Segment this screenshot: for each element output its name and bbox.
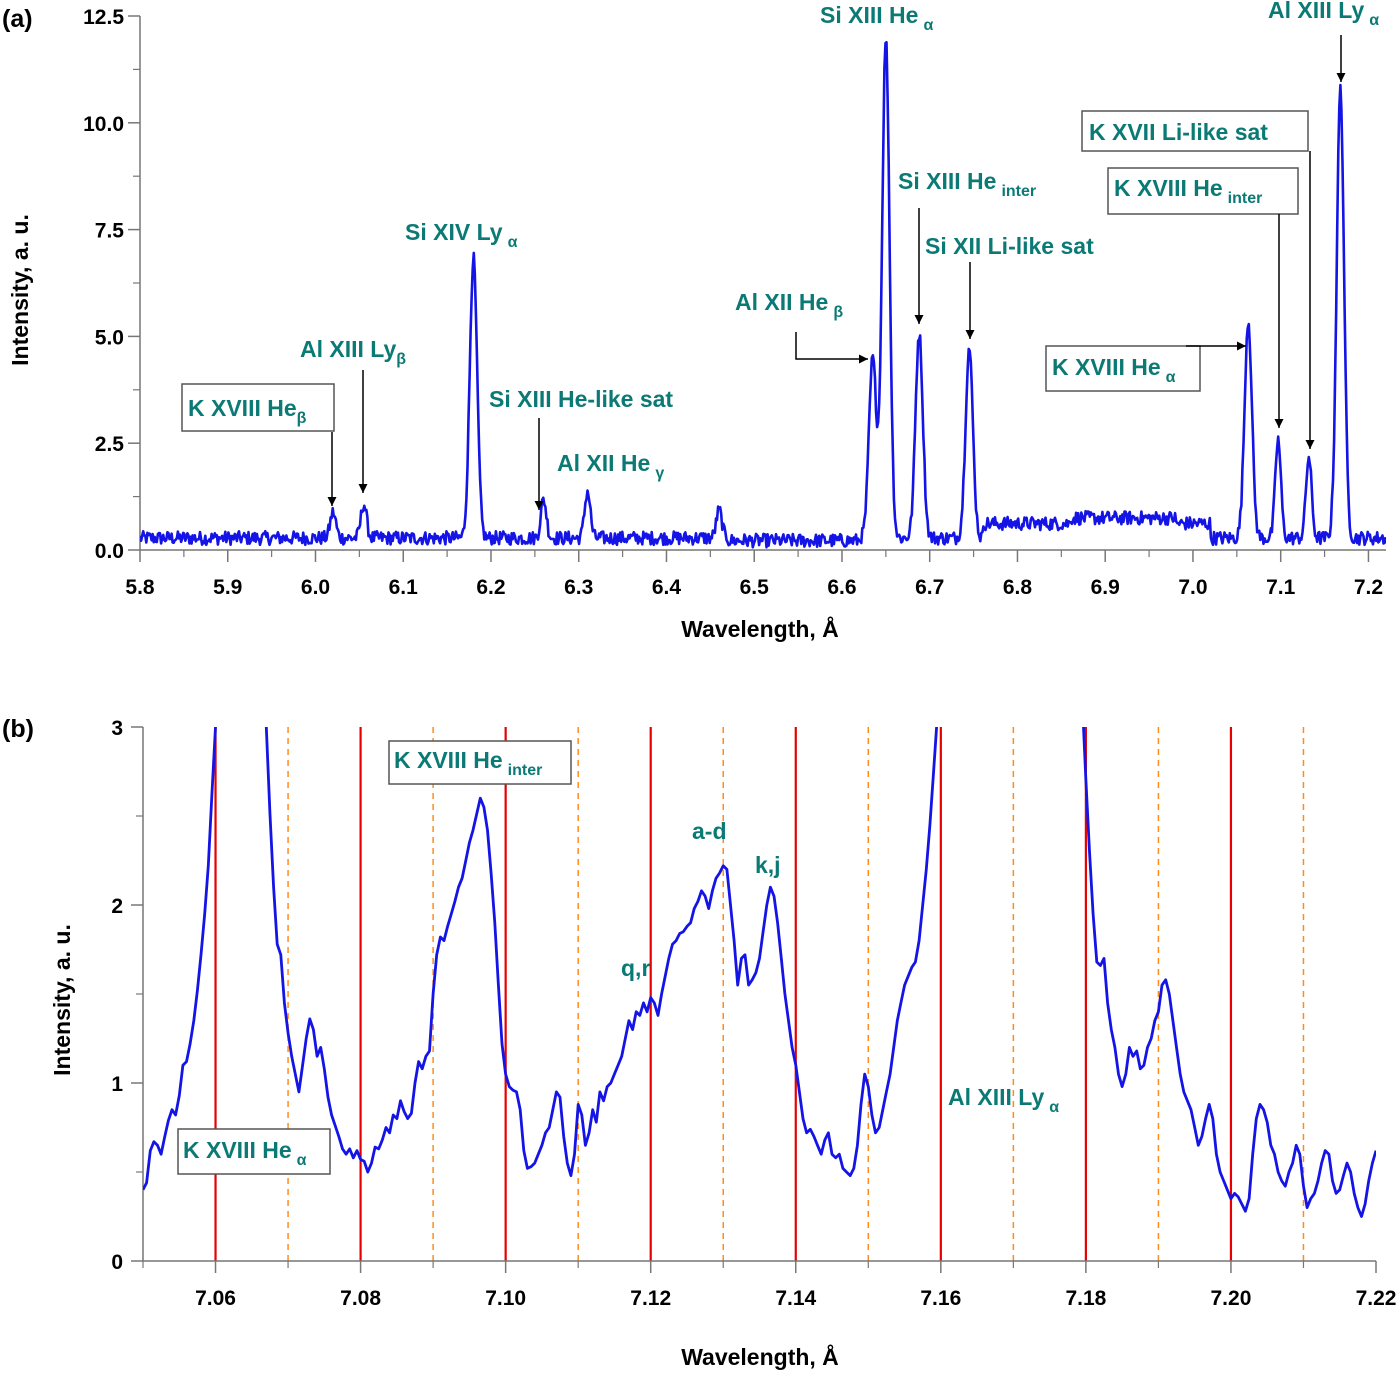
annotation-al-xii-he-gamma: Al XII He γ: [557, 450, 664, 482]
annotation-box: [1107, 167, 1299, 215]
x-tick-label: 7.06: [195, 1287, 236, 1310]
annotation-al-xiii-ly-beta: Al XIII Lyβ: [300, 336, 406, 368]
annotation-arrow: [795, 332, 868, 364]
panel-a-series: [140, 40, 1386, 549]
panel-b-series: [143, 727, 1376, 1218]
panel-b: (b) 0 1 2 3 7.06 7.08 7.10 7.12 7.14 7.16 7.18 7.20…: [2, 715, 1396, 1370]
x-tick-label: 7.0: [1178, 576, 1207, 599]
annotation-al-xii-he-beta: Al XII He β: [735, 289, 843, 321]
x-tick-label: 7.14: [775, 1287, 816, 1310]
annotation-k-xviii-he-inter: K XVIII He inter: [1114, 175, 1262, 207]
panel-b-axes: 0 1 2 3 7.06 7.08 7.10 7.12 7.14 7.16 7.18 7.20 7.22: [111, 717, 1396, 1310]
annotation-si-xiii-he-alpha: Si XIII He α: [820, 2, 933, 34]
annotation-box: [177, 1128, 331, 1175]
panel-a-annotations: K XVIII Heβ Al XIII Lyβ Si XIV Ly α Si XI…: [181, 0, 1379, 510]
y-tick-label: 12.5: [83, 6, 124, 29]
x-tick-label: 6.6: [827, 576, 856, 599]
x-tick-label: 7.18: [1065, 1287, 1106, 1310]
x-tick-label: 7.20: [1211, 1287, 1252, 1310]
x-tick-label: 7.22: [1356, 1287, 1397, 1310]
x-tick-label: 7.08: [340, 1287, 381, 1310]
x-tick-label: 7.2: [1354, 576, 1383, 599]
x-tick-label: 5.9: [213, 576, 242, 599]
annotation-si-xii-li-like-sat: Si XII Li-like sat: [925, 233, 1094, 259]
x-tick-label: 6.0: [301, 576, 330, 599]
x-tick-label: 6.3: [564, 576, 593, 599]
spectrum-line-b: [143, 727, 1376, 1218]
y-tick-label: 3: [111, 717, 123, 740]
annotation-box: [1045, 345, 1201, 392]
annotation-si-xiii-he-inter: Si XIII He inter: [898, 168, 1036, 200]
annotation-al-xiii-ly-alpha: Al XIII Ly α: [1268, 0, 1379, 29]
panel-b-annotations: K XVIII He inter a-d k,j q,r Al XIII Ly α …: [177, 740, 1059, 1175]
annotation-k-xviii-he-alpha: K XVIII He α: [183, 1137, 307, 1169]
panel-b-tag: (b): [2, 715, 34, 743]
x-tick-label: 5.8: [125, 576, 155, 599]
annotation-a-d: a-d: [692, 818, 727, 844]
panel-b-x-axis-label: Wavelength, Å: [681, 1343, 839, 1370]
annotation-box: [181, 383, 335, 432]
y-tick-label: 7.5: [95, 220, 125, 243]
annotation-q-r: q,r: [621, 955, 650, 981]
x-tick-label: 6.8: [1003, 576, 1033, 599]
panel-a-tag: (a): [2, 5, 33, 33]
x-tick-label: 6.1: [389, 576, 419, 599]
x-tick-label: 6.9: [1091, 576, 1120, 599]
annotation-k-xvii-li-like-sat: K XVII Li-like sat: [1089, 119, 1268, 145]
y-tick-label: 2.5: [95, 433, 125, 456]
y-tick-label: 1: [111, 1073, 123, 1096]
x-tick-label: 6.4: [652, 576, 682, 599]
y-tick-label: 10.0: [83, 113, 124, 136]
annotation-box: [1081, 110, 1309, 152]
x-tick-label: 7.10: [485, 1287, 526, 1310]
annotation-box: [388, 740, 572, 785]
x-tick-label: 6.5: [740, 576, 770, 599]
annotation-k-xviii-he-alpha: K XVIII He α: [1052, 354, 1176, 386]
annotation-k-j: k,j: [755, 852, 781, 878]
y-tick-label: 5.0: [95, 326, 124, 349]
y-tick-label: 0.0: [95, 540, 124, 563]
x-tick-label: 6.2: [476, 576, 505, 599]
panel-b-y-axis-label: Intensity, a. u.: [49, 924, 75, 1076]
annotation-si-xiv-ly-alpha: Si XIV Ly α: [405, 219, 518, 251]
spectrum-line-a: [140, 40, 1386, 549]
annotation-al-xiii-ly-alpha: Al XIII Ly α: [948, 1084, 1059, 1116]
panel-a-y-axis-label: Intensity, a. u.: [7, 214, 33, 366]
x-tick-label: 7.12: [630, 1287, 671, 1310]
y-tick-label: 0: [111, 1251, 123, 1274]
panel-a-x-axis-label: Wavelength, Å: [681, 615, 839, 642]
x-tick-label: 7.16: [920, 1287, 961, 1310]
annotation-si-xiii-he-like-sat: Si XIII He-like sat: [489, 386, 673, 412]
panel-a: (a) 0.0 2.5 5.0 7.5 10.0 12.5 5.8 5.9 6.0 6.1 6.2 6…: [2, 0, 1386, 642]
y-tick-label: 2: [111, 895, 123, 918]
x-tick-label: 7.1: [1266, 576, 1296, 599]
annotation-k-xviii-he-inter: K XVIII He inter: [394, 747, 542, 779]
panel-a-axes: 0.0 2.5 5.0 7.5 10.0 12.5 5.8 5.9 6.0 6.1 6.2 6.3 6.…: [83, 6, 1386, 599]
annotation-k-xviii-he-beta: K XVIII Heβ: [188, 395, 307, 427]
x-tick-label: 6.7: [915, 576, 944, 599]
